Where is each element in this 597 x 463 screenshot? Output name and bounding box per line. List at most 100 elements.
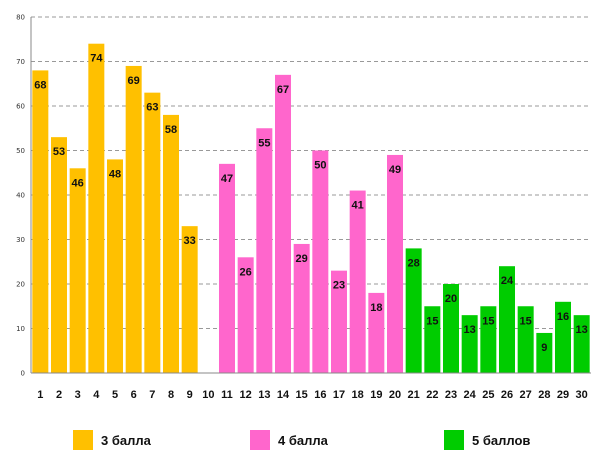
- bar: [69, 168, 86, 373]
- bar: [517, 306, 534, 373]
- data-label: 68: [34, 79, 46, 91]
- bar: [88, 43, 105, 373]
- data-label: 15: [482, 315, 494, 327]
- axes: [30, 17, 591, 374]
- x-tick-label: 26: [501, 389, 513, 401]
- bar: [424, 306, 441, 373]
- x-tick-label: 22: [426, 389, 438, 401]
- data-label: 63: [146, 102, 158, 114]
- data-label: 69: [128, 75, 140, 87]
- bar: [51, 137, 67, 373]
- bar: [107, 159, 123, 373]
- bar: [219, 163, 235, 373]
- x-tick-label: 25: [482, 389, 494, 401]
- data-label: 55: [258, 137, 270, 149]
- x-tick-label: 30: [576, 389, 588, 401]
- bars: [32, 43, 590, 374]
- y-tick-label: 20: [16, 281, 25, 289]
- legend-item-3-balla: 3 балла: [73, 430, 151, 450]
- x-tick-label: 10: [202, 389, 214, 401]
- bar: [405, 248, 422, 373]
- y-tick-label: 10: [16, 325, 25, 333]
- bar: [387, 154, 403, 373]
- legend-swatch-4-balla: [250, 430, 270, 450]
- data-label: 74: [90, 53, 103, 65]
- data-labels: 68 53 46 74 48 69 63 58 33 47 26 55 67 29 50 23 41 18 49 28…: [34, 53, 588, 354]
- data-label: 53: [53, 146, 65, 158]
- data-label: 67: [277, 84, 289, 96]
- y-tick-label: 40: [16, 192, 25, 200]
- y-tick-label: 0: [21, 370, 25, 378]
- bar: [461, 315, 478, 373]
- y-tick-label: 60: [16, 103, 25, 111]
- bar: [349, 190, 366, 373]
- x-tick-label: 15: [296, 389, 308, 401]
- y-tick-label: 50: [16, 147, 25, 155]
- data-label: 15: [520, 315, 532, 327]
- y-axis-ticks: 0 10 20 30 40 50 60 70 80: [16, 14, 25, 378]
- x-tick-label: 20: [389, 389, 401, 401]
- bar: [312, 150, 329, 373]
- legend-swatch-3-balla: [73, 430, 93, 450]
- x-tick-label: 2: [56, 389, 62, 401]
- legend-label-4-balla: 4 балла: [278, 432, 328, 448]
- bar: [256, 128, 273, 373]
- x-tick-label: 21: [408, 389, 420, 401]
- x-tick-label: 17: [333, 389, 345, 401]
- data-label: 33: [184, 235, 196, 247]
- data-label: 50: [314, 160, 326, 172]
- x-tick-label: 11: [221, 389, 233, 401]
- data-label: 23: [333, 280, 345, 292]
- x-tick-label: 23: [445, 389, 457, 401]
- grid-lines: [31, 16, 591, 329]
- bar: [181, 226, 198, 373]
- x-tick-label: 18: [352, 389, 364, 401]
- bar: [573, 315, 590, 373]
- x-tick-label: 14: [277, 389, 290, 401]
- x-tick-label: 13: [258, 389, 270, 401]
- y-tick-label: 80: [16, 14, 25, 22]
- x-tick-label: 12: [240, 389, 252, 401]
- x-axis-ticks: 1 2 3 4 5 6 7 8 9 10 11 12 13 14 15 16 17 18 19 20 21 22 23 24 2…: [37, 389, 588, 401]
- bar: [125, 65, 142, 373]
- x-tick-label: 7: [149, 389, 155, 401]
- x-tick-label: 19: [370, 389, 382, 401]
- data-label: 29: [296, 253, 308, 265]
- data-label: 26: [240, 266, 252, 278]
- data-label: 47: [221, 173, 233, 185]
- data-label: 13: [576, 324, 588, 336]
- x-tick-label: 9: [187, 389, 193, 401]
- data-label: 46: [72, 177, 84, 189]
- x-tick-label: 3: [75, 389, 81, 401]
- x-tick-label: 5: [112, 389, 118, 401]
- bar: [275, 74, 291, 373]
- x-tick-label: 1: [37, 389, 43, 401]
- x-tick-label: 4: [93, 389, 100, 401]
- y-tick-label: 30: [16, 236, 25, 244]
- legend-swatch-5-ballov: [444, 430, 464, 450]
- legend-label-5-ballov: 5 баллов: [472, 432, 531, 448]
- data-label: 18: [370, 302, 382, 314]
- bar: [555, 301, 571, 373]
- legend-label-3-balla: 3 балла: [101, 432, 151, 448]
- data-label: 20: [445, 293, 457, 305]
- x-tick-label: 29: [557, 389, 569, 401]
- y-tick-label: 70: [16, 58, 25, 66]
- data-label: 9: [541, 342, 547, 354]
- data-label: 48: [109, 168, 121, 180]
- bar: [480, 306, 497, 373]
- data-label: 49: [389, 164, 401, 176]
- data-label: 28: [408, 257, 420, 269]
- data-label: 41: [352, 200, 364, 212]
- bar: [368, 292, 385, 373]
- bar: [293, 243, 310, 373]
- x-tick-label: 24: [464, 389, 477, 401]
- bar: [32, 70, 49, 374]
- data-label: 15: [426, 315, 438, 327]
- x-tick-label: 28: [538, 389, 550, 401]
- legend-item-5-ballov: 5 баллов: [444, 430, 530, 450]
- data-label: 13: [464, 324, 476, 336]
- bar: [331, 270, 347, 373]
- legend-item-4-balla: 4 балла: [250, 430, 328, 450]
